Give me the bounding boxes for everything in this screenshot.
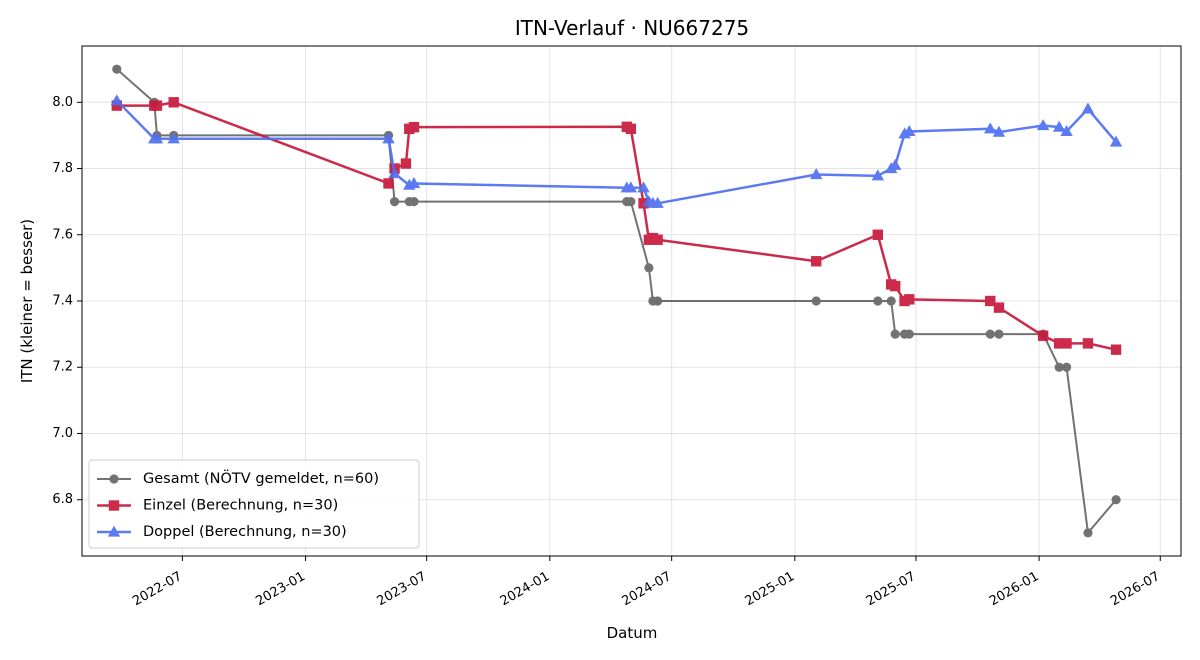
data-point-gesamt	[626, 197, 636, 207]
data-point-doppel	[382, 132, 395, 144]
data-point-einzel	[638, 198, 649, 209]
legend-frame	[88, 459, 420, 549]
data-point-doppel	[637, 181, 650, 193]
legend-marker	[107, 525, 121, 537]
data-point-gesamt	[994, 329, 1004, 339]
data-point-einzel	[872, 229, 884, 240]
data-point-gesamt	[653, 296, 663, 306]
data-point-doppel	[889, 158, 902, 170]
x-axis-title: Datum	[607, 624, 658, 642]
y-tick-label: 8.0	[52, 95, 73, 110]
data-point-gesamt	[886, 296, 896, 306]
data-point-einzel	[625, 123, 637, 134]
legend-label-doppel: Doppel (Berechnung, n=30)	[143, 524, 347, 540]
data-point-gesamt	[1111, 495, 1121, 505]
chart-title: ITN-Verlauf · NU667275	[515, 16, 749, 40]
data-point-doppel	[984, 122, 997, 134]
data-point-einzel	[1053, 338, 1065, 349]
y-axis-title: ITN (kleiner = besser)	[18, 219, 36, 383]
data-point-einzel	[890, 280, 901, 292]
y-tick-label: 7.6	[52, 227, 73, 242]
data-point-doppel	[1109, 135, 1123, 147]
data-point-gesamt	[112, 64, 122, 74]
data-point-einzel	[1061, 338, 1072, 349]
data-point-einzel	[408, 121, 420, 133]
data-point-gesamt	[904, 329, 914, 339]
data-point-gesamt	[811, 296, 821, 306]
data-point-doppel	[1060, 125, 1073, 137]
data-point-gesamt	[890, 329, 900, 339]
data-point-einzel	[400, 158, 412, 169]
y-tick-label: 7.0	[52, 426, 73, 441]
data-point-einzel	[1082, 338, 1094, 349]
y-tick-label: 6.8	[52, 492, 73, 507]
data-point-einzel	[168, 97, 179, 108]
data-point-gesamt	[1083, 528, 1093, 538]
data-point-doppel	[624, 181, 638, 193]
data-point-doppel	[407, 177, 421, 189]
legend-swatch-doppel	[97, 525, 131, 537]
y-tick-label: 7.4	[52, 294, 73, 309]
series-layer	[110, 64, 1123, 538]
data-point-doppel	[150, 132, 164, 144]
data-point-doppel	[871, 169, 885, 181]
legend-label-gesamt: Gesamt (NÖTV gemeldet, n=60)	[143, 469, 379, 487]
data-point-gesamt	[644, 263, 654, 273]
data-point-gesamt	[409, 197, 419, 207]
data-point-doppel	[651, 196, 664, 208]
data-point-doppel	[167, 132, 180, 144]
data-point-einzel	[993, 302, 1005, 313]
data-point-gesamt	[389, 197, 400, 207]
series-doppel	[110, 94, 1123, 208]
data-point-gesamt	[1054, 362, 1064, 372]
legend: Gesamt (NÖTV gemeldet, n=60) Einzel (Bere…	[88, 459, 420, 549]
data-point-doppel	[1052, 120, 1066, 132]
data-point-einzel	[383, 178, 394, 189]
data-point-gesamt	[873, 296, 883, 306]
data-point-doppel	[903, 125, 916, 137]
data-point-doppel	[388, 167, 401, 179]
y-tick-label: 7.8	[52, 161, 73, 176]
data-point-doppel	[1081, 102, 1095, 114]
data-point-einzel	[1110, 344, 1122, 355]
data-point-doppel	[1036, 119, 1050, 131]
data-point-einzel	[652, 234, 663, 245]
legend-swatch-gesamt	[97, 474, 131, 484]
data-point-einzel	[904, 294, 915, 305]
y-axis: 6.8 7.0 7.2 7.4 7.6 7.8 8.0	[52, 95, 82, 507]
data-point-einzel	[151, 100, 163, 111]
legend-marker	[108, 500, 120, 511]
legend-label-einzel: Einzel (Berechnung, n=30)	[143, 498, 338, 514]
data-point-gesamt	[985, 329, 995, 339]
data-point-doppel	[110, 94, 124, 106]
data-point-doppel	[810, 168, 823, 180]
y-tick-label: 7.2	[52, 360, 73, 375]
legend-marker	[109, 474, 119, 484]
data-point-gesamt	[1061, 362, 1072, 372]
data-point-doppel	[992, 125, 1006, 137]
legend-swatch-einzel	[97, 500, 131, 511]
data-point-einzel	[1037, 330, 1049, 341]
data-point-einzel	[111, 100, 123, 111]
data-point-einzel	[811, 256, 822, 267]
data-point-einzel	[985, 295, 996, 307]
